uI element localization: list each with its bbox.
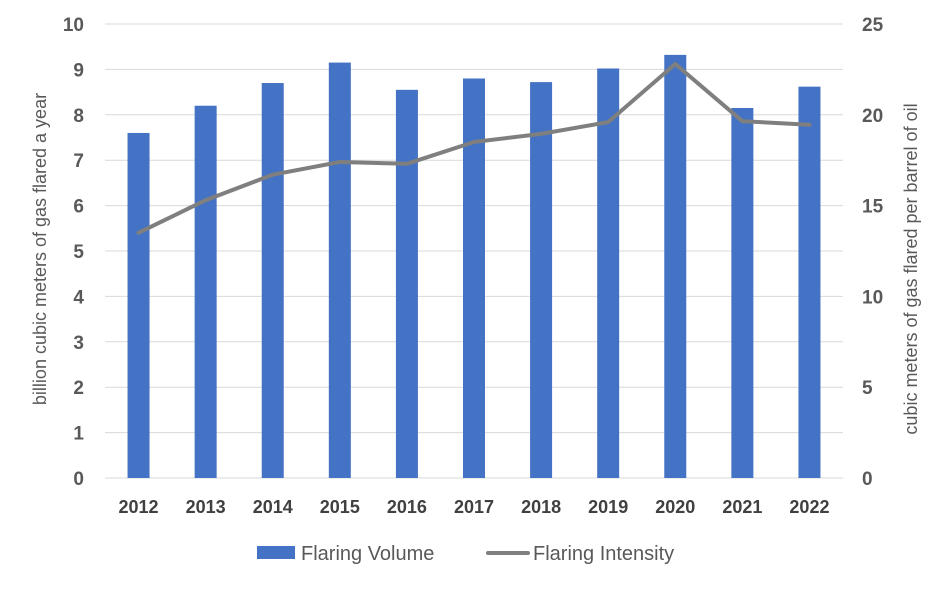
legend-label-line: Flaring Intensity	[533, 543, 674, 565]
right-tick-label: 20	[862, 106, 883, 127]
bar-2022	[798, 86, 821, 478]
right-tick-label: 25	[862, 15, 884, 36]
left-tick-label: 8	[73, 106, 84, 127]
left-tick-label: 9	[73, 60, 84, 81]
x-tick-label: 2012	[119, 497, 159, 517]
left-axis-ticks: 0 1 2 3 4 5 6 7 8 9 10	[63, 15, 85, 490]
bar-2017	[463, 78, 485, 478]
bar-series	[127, 54, 821, 479]
left-tick-label: 4	[73, 287, 84, 308]
x-tick-label: 2019	[588, 497, 628, 517]
right-tick-label: 15	[862, 197, 884, 218]
left-tick-label: 10	[63, 15, 84, 36]
bar-2016	[395, 89, 418, 478]
x-tick-label: 2017	[454, 497, 494, 517]
x-axis-ticks: 2012 2013 2014 2015 2016 2017 2018 2019 2020 2021…	[119, 497, 830, 517]
bar-2021	[731, 107, 754, 479]
left-tick-label: 2	[73, 378, 84, 399]
right-tick-label: 5	[862, 378, 873, 399]
bar-2015	[328, 62, 351, 479]
bar-2012	[127, 132, 150, 478]
x-tick-label: 2013	[186, 497, 226, 517]
right-axis-ticks: 0 5 10 15 20 25	[862, 15, 884, 490]
x-tick-label: 2014	[253, 497, 293, 517]
right-axis-title: cubic meters of gas flared per barrel of…	[901, 103, 921, 434]
legend: Flaring Volume Flaring Intensity	[257, 543, 674, 565]
right-tick-label: 10	[862, 287, 883, 308]
bar-2013	[194, 105, 217, 478]
bar-2019	[597, 68, 620, 478]
right-tick-label: 0	[862, 469, 873, 490]
bar-2018	[530, 82, 553, 478]
x-tick-label: 2022	[789, 497, 829, 517]
x-tick-label: 2016	[387, 497, 427, 517]
left-axis-title: billion cubic meters of gas flared a yea…	[30, 93, 50, 405]
x-tick-label: 2020	[655, 497, 695, 517]
left-tick-label: 6	[73, 197, 84, 218]
legend-swatch-bar	[257, 546, 295, 559]
left-tick-label: 0	[73, 469, 84, 490]
legend-label-bar: Flaring Volume	[301, 543, 434, 565]
x-tick-label: 2021	[722, 497, 762, 517]
line-series	[136, 62, 812, 235]
left-tick-label: 1	[73, 424, 84, 445]
x-tick-label: 2018	[521, 497, 561, 517]
bar-2020	[664, 54, 687, 478]
left-tick-label: 7	[73, 151, 84, 172]
x-tick-label: 2015	[320, 497, 360, 517]
bar-2014	[261, 83, 284, 479]
left-tick-label: 3	[73, 333, 84, 354]
left-tick-label: 5	[73, 242, 84, 263]
